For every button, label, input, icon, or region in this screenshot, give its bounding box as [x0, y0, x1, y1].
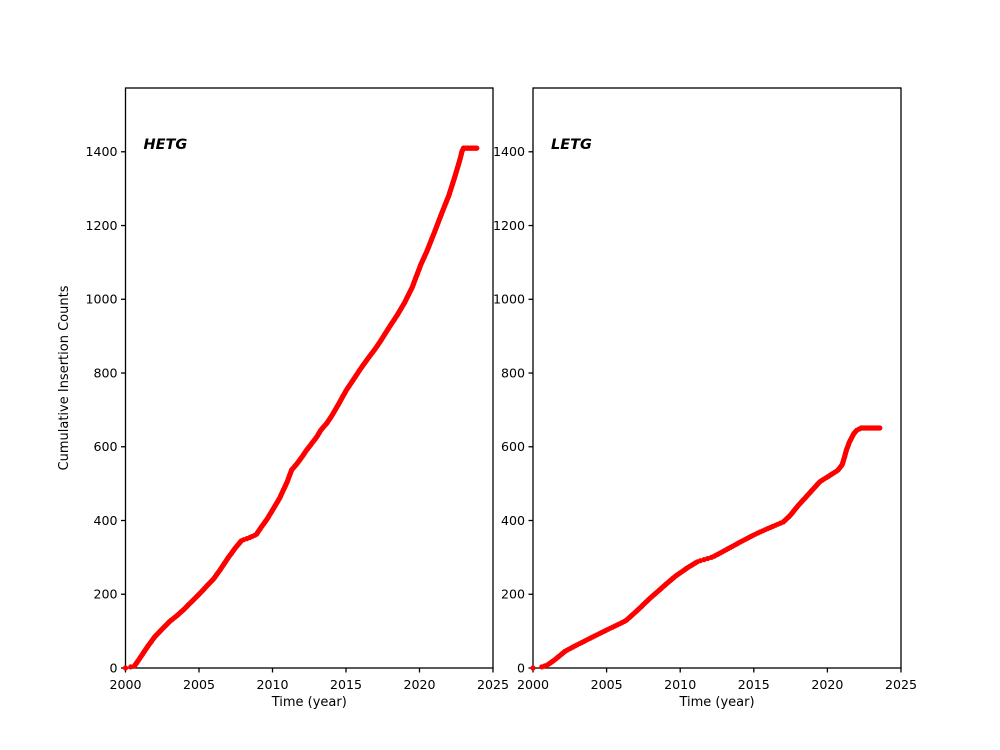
panel-label: LETG: [551, 137, 592, 153]
y-tick-label: 1200: [85, 218, 117, 233]
x-tick-label: 2005: [183, 677, 215, 692]
y-tick-label: 800: [93, 365, 117, 380]
y-axis: 0 200 400 600 800 1000 1200 1400: [493, 144, 533, 675]
panel-label: HETG: [144, 137, 188, 153]
y-tick-label: 1400: [493, 144, 525, 159]
y-tick-label: 400: [501, 513, 525, 528]
x-tick-label: 2015: [738, 677, 770, 692]
y-axis-title: Cumulative Insertion Counts: [57, 285, 72, 470]
x-tick-label: 2000: [517, 677, 549, 692]
series-dots-letg: [530, 425, 883, 671]
x-tick-label: 2005: [591, 677, 623, 692]
y-tick-label: 1000: [493, 292, 525, 307]
x-axis-title: Time (year): [271, 695, 347, 710]
y-tick-label: 0: [517, 660, 525, 675]
series-dots-hetg: [122, 145, 480, 671]
data-point: [530, 665, 536, 671]
y-axis: 0 200 400 600 800 1000 1200 1400: [85, 144, 126, 675]
x-tick-label: 2025: [885, 677, 917, 692]
data-point: [122, 665, 129, 671]
axes-frame: [124, 87, 494, 669]
x-tick-label: 2015: [330, 677, 362, 692]
x-tick-label: 2010: [256, 677, 288, 692]
x-tick-label: 2025: [477, 677, 509, 692]
y-tick-label: 600: [501, 439, 525, 454]
y-tick-label: 1400: [85, 144, 117, 159]
x-tick-label: 2020: [811, 677, 843, 692]
y-tick-label: 200: [501, 587, 525, 602]
x-tick-label: 2010: [664, 677, 696, 692]
x-axis: 2000 2005 2010 2015 2020 2025: [109, 668, 509, 692]
x-axis-title: Time (year): [678, 695, 754, 710]
y-tick-label: 1000: [85, 292, 117, 307]
panel-letg: 2000 2005 2010 2015 2020 2025 0 200 400 600 800 100…: [493, 87, 917, 710]
panel-hetg: 2000 2005 2010 2015 2020 2025 0 200 400 600 800 100…: [57, 87, 509, 710]
data-point-plateau: [474, 145, 480, 151]
y-tick-label: 1200: [493, 218, 525, 233]
x-tick-label: 2020: [403, 677, 435, 692]
y-tick-label: 400: [93, 513, 117, 528]
y-tick-label: 200: [93, 587, 117, 602]
y-tick-label: 800: [501, 365, 525, 380]
x-tick-label: 2000: [109, 677, 141, 692]
y-tick-label: 600: [93, 439, 117, 454]
y-tick-label: 0: [109, 660, 117, 675]
data-point-plateau: [877, 425, 883, 431]
axes-frame: [532, 87, 902, 669]
x-axis: 2000 2005 2010 2015 2020 2025: [517, 668, 917, 692]
